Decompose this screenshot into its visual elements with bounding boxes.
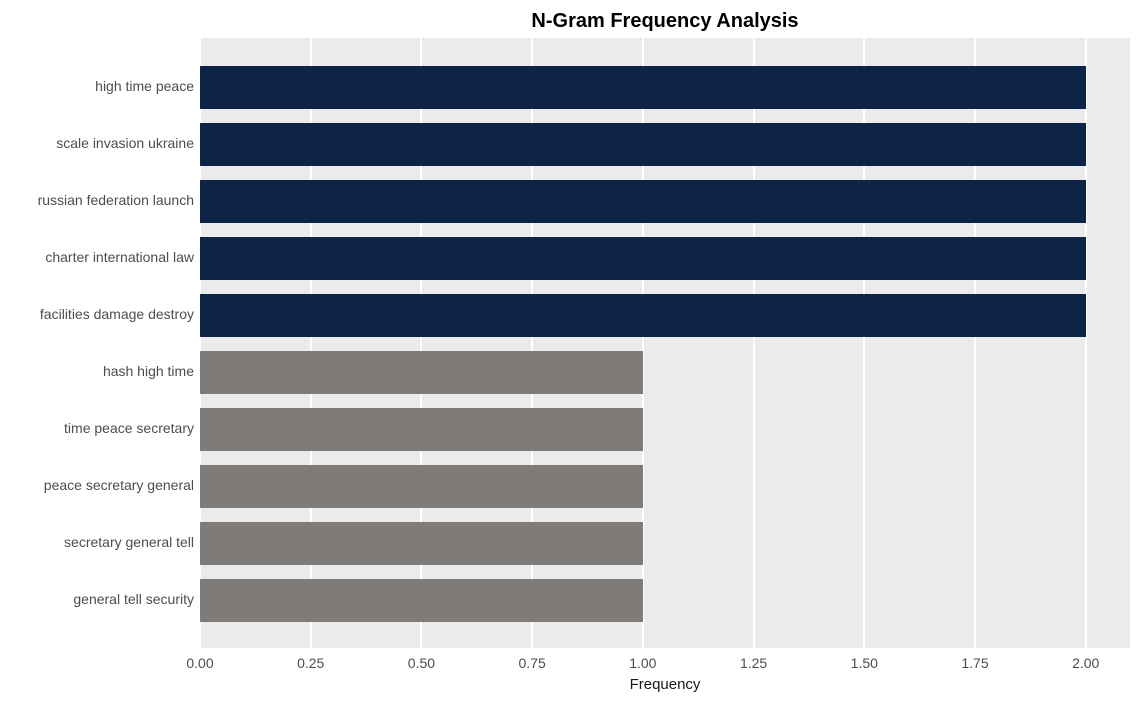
x-tick-label: 0.00 xyxy=(186,655,213,671)
y-tick-label: hash high time xyxy=(103,363,194,379)
bar xyxy=(200,465,643,508)
bar xyxy=(200,408,643,451)
x-tick-label: 0.25 xyxy=(297,655,324,671)
bar xyxy=(200,522,643,565)
chart-title: N-Gram Frequency Analysis xyxy=(200,10,1130,33)
x-tick-label: 1.00 xyxy=(629,655,656,671)
x-axis-title: Frequency xyxy=(200,676,1130,693)
y-tick-label: high time peace xyxy=(95,78,194,94)
y-tick-label: facilities damage destroy xyxy=(40,306,194,322)
bar xyxy=(200,66,1086,109)
x-tick-label: 1.50 xyxy=(851,655,878,671)
x-tick-label: 1.25 xyxy=(740,655,767,671)
bar xyxy=(200,123,1086,166)
y-tick-label: time peace secretary xyxy=(64,420,194,436)
x-tick-label: 0.50 xyxy=(408,655,435,671)
x-tick-label: 2.00 xyxy=(1072,655,1099,671)
bar xyxy=(200,579,643,622)
bar xyxy=(200,294,1086,337)
bar xyxy=(200,237,1086,280)
y-tick-label: secretary general tell xyxy=(64,534,194,550)
y-tick-label: peace secretary general xyxy=(44,477,194,493)
bar xyxy=(200,180,1086,223)
y-tick-label: scale invasion ukraine xyxy=(56,135,194,151)
plot-area xyxy=(200,38,1130,648)
y-tick-label: russian federation launch xyxy=(38,192,194,208)
x-tick-label: 1.75 xyxy=(961,655,988,671)
bar xyxy=(200,351,643,394)
y-tick-label: charter international law xyxy=(45,249,194,265)
x-tick-label: 0.75 xyxy=(519,655,546,671)
y-tick-label: general tell security xyxy=(73,591,194,607)
